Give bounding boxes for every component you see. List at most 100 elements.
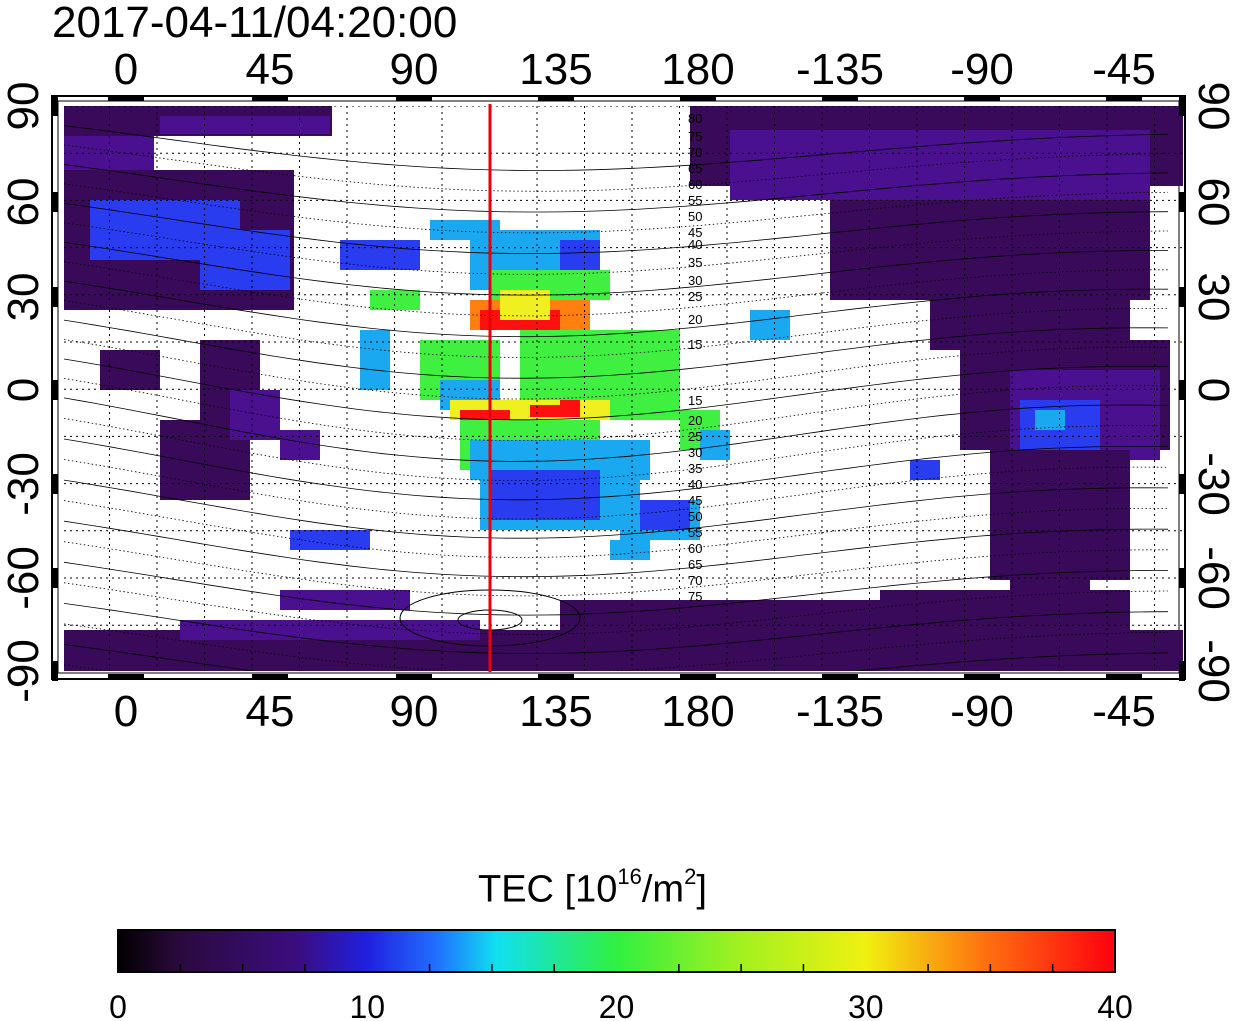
colorbar-title-suffix: ] [696,868,707,911]
contour-label: 80 [688,111,702,126]
longitude-label: -135 [796,687,884,736]
contour-line [64,418,1169,482]
contour-line [64,222,1169,275]
tec-patch-light_blue [430,220,500,240]
contour-label: 65 [688,161,702,176]
contour-label: 45 [688,493,702,508]
border-tick [52,661,58,681]
magnetic-contours [64,125,1169,671]
colorbar-title-prefix: TEC [10 [478,868,618,911]
border-tick [52,380,58,400]
bottom-longitude-labels: 0 45 90 135 180 -135 -90 -45 [114,687,1156,736]
longitude-label: 135 [519,45,592,94]
contour-line [64,603,1169,655]
graticule [64,106,1183,671]
longitude-label: 45 [246,687,295,736]
tec-patch-dark_purple [880,590,1130,630]
latitude-label: 60 [1189,178,1235,227]
colorbar-tick-labels: 0 10 20 30 40 [109,989,1133,1021]
longitude-label: 0 [114,45,138,94]
contour-label: 55 [688,525,702,540]
longitude-label: 180 [661,687,734,736]
border-tick [52,287,58,307]
contour-label: 50 [688,509,702,524]
longitude-label: -45 [1092,687,1156,736]
colorbar-title: TEC [1016/m2] [478,864,707,912]
latitude-label: -60 [1189,546,1235,610]
border-tick [1179,568,1185,588]
contour-label: 20 [688,312,702,327]
tec-patch-purple [730,130,1150,200]
border-tick [108,96,144,101]
colorbar-tick-label: 30 [848,989,884,1021]
border-tick [108,674,144,679]
colorbar-ticks [179,964,1054,972]
tec-patch-light_blue [610,540,650,560]
contour-line [64,582,1169,635]
contour-label: 20 [688,413,702,428]
contour-line [64,500,1168,558]
contour-label: 35 [688,255,702,270]
colorbar-tick-label: 0 [109,989,127,1021]
colorbar-title-unit-exponent: 2 [684,864,697,889]
contour-label: 60 [688,541,702,556]
contour-line [64,378,1169,442]
longitude-label: -90 [950,687,1014,736]
longitude-label: 90 [390,45,439,94]
latitude-label: -60 [0,546,48,610]
longitude-label: -135 [796,45,884,94]
tec-patch-light_blue [1035,410,1065,430]
latitude-label: -30 [1189,452,1235,516]
border-tick [1106,96,1142,101]
contour-label: 40 [688,237,702,252]
border-tick [1106,674,1142,679]
contour-line [64,241,1169,296]
latitude-label: 0 [0,378,48,402]
border-tick [396,96,432,101]
contour-line [64,561,1169,616]
contour-label: 70 [688,573,702,588]
map-title: 2017-04-11/04:20:00 [52,0,458,47]
contour-label: 75 [688,129,702,144]
border-tick [1179,287,1185,307]
longitude-label: 180 [661,45,734,94]
contour-line [64,203,1169,255]
contour-line [64,300,1168,358]
tec-patch-dark_purple [930,280,1130,350]
border-tick [680,96,716,101]
tec-patch-light_blue [360,330,390,390]
top-longitude-labels: 0 45 90 135 180 -135 -90 -45 [114,45,1156,94]
contour-label: 50 [688,209,702,224]
border-tick [52,192,58,212]
contour-line [64,280,1169,338]
colorbar-title-exponent: 16 [617,864,642,889]
border-tick [964,674,1000,679]
border-tick [52,96,58,116]
tec-patch-blue [290,530,370,550]
latitude-label: 30 [1189,273,1235,322]
contour-label: 25 [688,289,702,304]
contour-label: 30 [688,445,702,460]
longitude-label: -90 [950,45,1014,94]
tec-patch-blue [910,460,940,480]
border-tick [52,474,58,494]
contour-labels: 8075706560555045403530252015152025303540… [688,111,702,604]
contour-label: 30 [688,273,702,288]
latitude-label: 60 [0,178,48,227]
latitude-label: 90 [1189,82,1235,131]
colorbar [117,929,1116,973]
border-ticks [52,96,1185,681]
contour-line [64,125,1169,171]
contour-line [64,479,1169,539]
contour-label: 65 [688,557,702,572]
latitude-label: -90 [1189,639,1235,703]
tec-patch-blue [640,500,690,530]
border-tick [52,568,58,588]
contour-line [64,520,1169,578]
border-tick [1179,380,1185,400]
border-tick [396,674,432,679]
contour-line [64,339,1169,400]
tec-patch-purple [180,620,480,640]
contour-label: 25 [688,429,702,444]
